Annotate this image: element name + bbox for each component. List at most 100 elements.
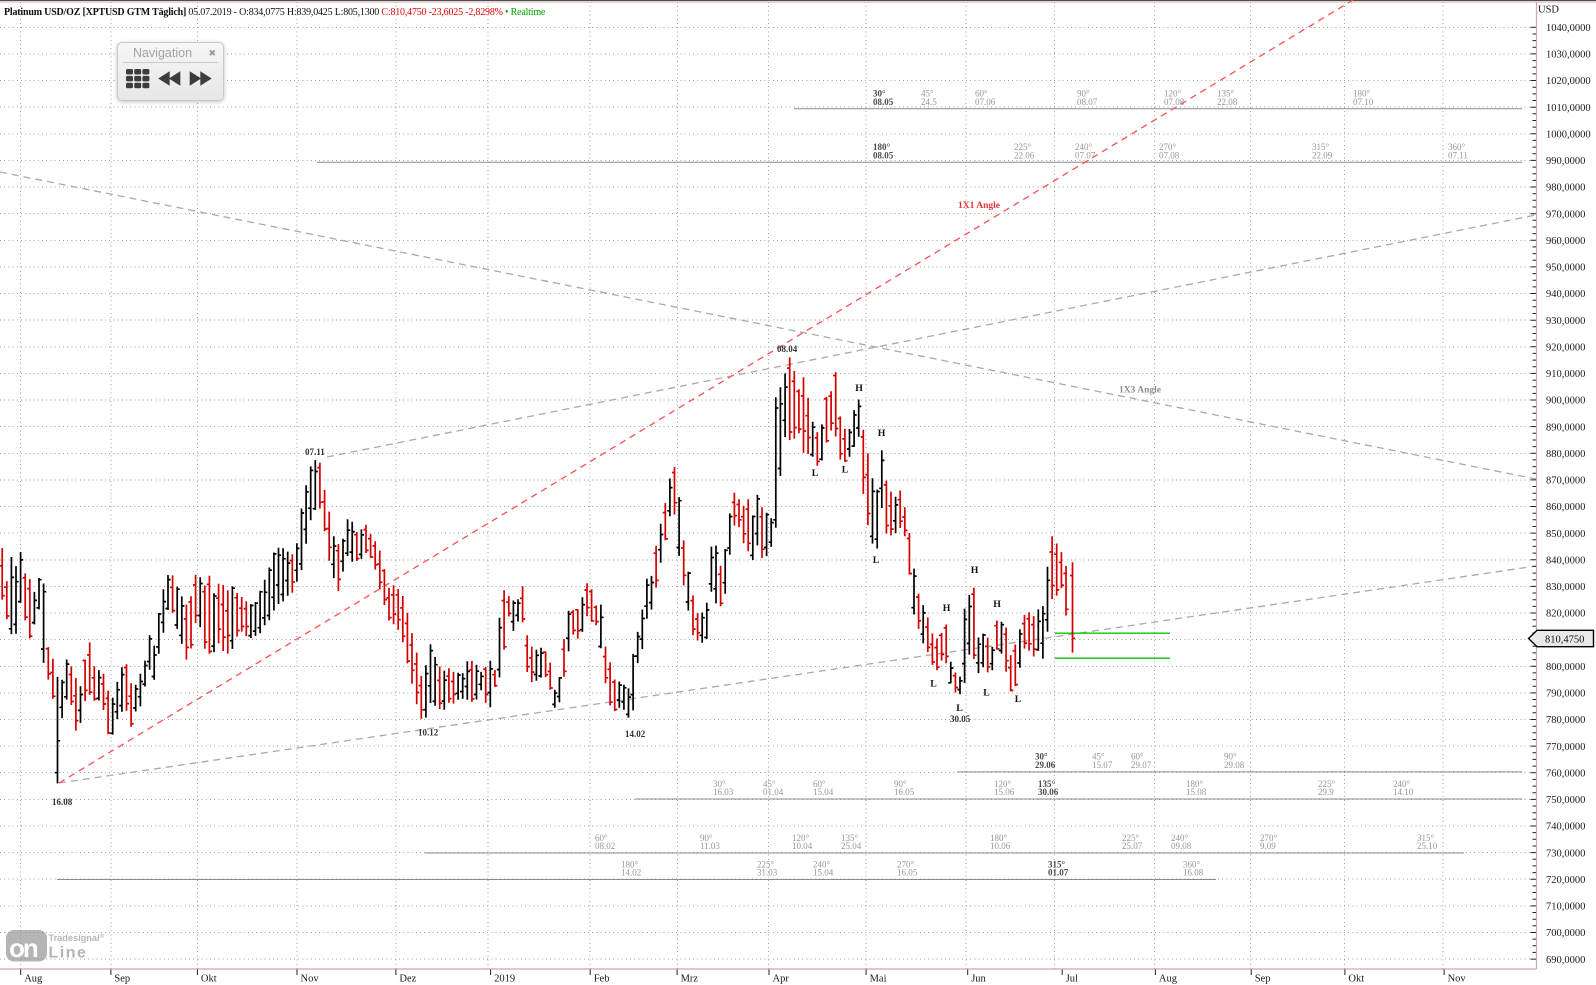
svg-text:120°: 120° <box>1164 89 1182 99</box>
svg-text:15.06: 15.06 <box>994 787 1015 797</box>
svg-text:30.05: 30.05 <box>950 714 971 724</box>
svg-text:790,0000: 790,0000 <box>1546 689 1585 700</box>
svg-text:29.9: 29.9 <box>1318 787 1334 797</box>
svg-text:240°: 240° <box>1171 833 1189 843</box>
svg-text:Mrz: Mrz <box>681 974 699 985</box>
svg-text:16.05: 16.05 <box>894 787 915 797</box>
svg-text:60°: 60° <box>813 779 826 789</box>
svg-text:L: L <box>983 688 990 699</box>
svg-text:10.12: 10.12 <box>418 728 439 738</box>
svg-text:225°: 225° <box>1014 142 1032 152</box>
svg-text:08.04: 08.04 <box>777 344 798 354</box>
svg-text:225°: 225° <box>1122 833 1140 843</box>
svg-text:2019: 2019 <box>494 974 515 985</box>
svg-text:30.06: 30.06 <box>1038 787 1059 797</box>
svg-text:15.04: 15.04 <box>813 868 834 878</box>
svg-text:29.07: 29.07 <box>1131 760 1152 770</box>
svg-text:1020,0000: 1020,0000 <box>1546 76 1591 87</box>
svg-text:225°: 225° <box>1318 779 1336 789</box>
svg-text:240°: 240° <box>1075 142 1093 152</box>
svg-text:1X1 Angle: 1X1 Angle <box>958 201 1000 211</box>
svg-text:60°: 60° <box>595 833 608 843</box>
svg-text:22.09: 22.09 <box>1312 151 1333 161</box>
svg-text:01.07: 01.07 <box>1048 868 1069 878</box>
svg-text:16.08: 16.08 <box>1183 868 1204 878</box>
svg-text:820,0000: 820,0000 <box>1546 609 1585 620</box>
svg-text:1X3 Angle: 1X3 Angle <box>1119 386 1161 396</box>
svg-text:1040,0000: 1040,0000 <box>1546 23 1591 34</box>
svg-text:30°: 30° <box>873 89 886 99</box>
svg-text:16.03: 16.03 <box>713 787 734 797</box>
svg-text:45°: 45° <box>763 779 776 789</box>
svg-text:07.07: 07.07 <box>1075 151 1096 161</box>
svg-text:08.07: 08.07 <box>1077 97 1098 107</box>
svg-text:800,0000: 800,0000 <box>1546 662 1585 673</box>
svg-text:16.08: 16.08 <box>52 797 73 807</box>
svg-text:940,0000: 940,0000 <box>1546 289 1585 300</box>
svg-text:L: L <box>956 703 963 714</box>
svg-text:45°: 45° <box>921 89 934 99</box>
svg-text:180°: 180° <box>1186 779 1204 789</box>
svg-text:120°: 120° <box>792 833 810 843</box>
svg-text:Mai: Mai <box>870 974 887 985</box>
svg-text:Platinum USD/OZ [XPTUSD GTM Tä: Platinum USD/OZ [XPTUSD GTM Täglich] 05.… <box>4 7 546 18</box>
svg-text:760,0000: 760,0000 <box>1546 768 1585 779</box>
svg-text:9.09: 9.09 <box>1260 841 1276 851</box>
svg-text:15.08: 15.08 <box>1186 787 1207 797</box>
svg-text:270°: 270° <box>1260 833 1278 843</box>
svg-text:90°: 90° <box>1077 89 1090 99</box>
svg-text:135°: 135° <box>1038 779 1056 789</box>
svg-text:740,0000: 740,0000 <box>1546 822 1585 833</box>
svg-text:90°: 90° <box>700 833 713 843</box>
svg-text:90°: 90° <box>1224 752 1237 762</box>
svg-text:890,0000: 890,0000 <box>1546 422 1585 433</box>
svg-text:60°: 60° <box>1131 752 1144 762</box>
svg-text:25.04: 25.04 <box>841 841 862 851</box>
svg-text:690,0000: 690,0000 <box>1546 955 1585 966</box>
svg-text:135°: 135° <box>841 833 859 843</box>
svg-text:16.05: 16.05 <box>897 868 918 878</box>
svg-text:10.06: 10.06 <box>990 841 1011 851</box>
svg-text:25.07: 25.07 <box>1122 841 1143 851</box>
svg-text:07.10: 07.10 <box>1353 97 1374 107</box>
svg-text:07.11: 07.11 <box>305 447 325 457</box>
svg-text:180°: 180° <box>990 833 1008 843</box>
svg-text:08.02: 08.02 <box>595 841 615 851</box>
svg-text:960,0000: 960,0000 <box>1546 236 1585 247</box>
svg-text:H: H <box>878 428 886 439</box>
svg-text:870,0000: 870,0000 <box>1546 476 1585 487</box>
svg-text:1010,0000: 1010,0000 <box>1546 103 1591 114</box>
svg-text:Nov: Nov <box>1448 974 1467 985</box>
svg-text:270°: 270° <box>897 859 915 869</box>
svg-text:14.02: 14.02 <box>625 729 646 739</box>
svg-text:135°: 135° <box>1217 89 1235 99</box>
svg-text:L: L <box>873 555 880 566</box>
svg-text:980,0000: 980,0000 <box>1546 183 1585 194</box>
svg-text:Dez: Dez <box>399 974 416 985</box>
svg-text:15.04: 15.04 <box>813 787 834 797</box>
svg-text:910,0000: 910,0000 <box>1546 369 1585 380</box>
svg-text:710,0000: 710,0000 <box>1546 902 1585 913</box>
svg-text:22.08: 22.08 <box>1217 97 1238 107</box>
svg-text:1000,0000: 1000,0000 <box>1546 130 1591 141</box>
svg-text:180°: 180° <box>873 142 891 152</box>
svg-text:750,0000: 750,0000 <box>1546 795 1585 806</box>
svg-text:24.5: 24.5 <box>921 97 937 107</box>
svg-text:08.05: 08.05 <box>873 97 894 107</box>
svg-text:Aug: Aug <box>1159 974 1178 985</box>
svg-text:07.08: 07.08 <box>1164 97 1185 107</box>
svg-text:Aug: Aug <box>24 974 43 985</box>
svg-text:840,0000: 840,0000 <box>1546 556 1585 567</box>
svg-text:90°: 90° <box>894 779 907 789</box>
svg-text:29.06: 29.06 <box>1035 760 1056 770</box>
svg-text:900,0000: 900,0000 <box>1546 396 1585 407</box>
svg-text:30°: 30° <box>713 779 726 789</box>
svg-text:H: H <box>993 599 1001 610</box>
svg-text:25.10: 25.10 <box>1417 841 1438 851</box>
svg-text:360°: 360° <box>1183 859 1201 869</box>
svg-text:830,0000: 830,0000 <box>1546 582 1585 593</box>
svg-text:810,4750: 810,4750 <box>1545 635 1584 646</box>
svg-text:180°: 180° <box>1353 89 1371 99</box>
svg-text:950,0000: 950,0000 <box>1546 263 1585 274</box>
svg-text:Okt: Okt <box>1348 974 1364 985</box>
